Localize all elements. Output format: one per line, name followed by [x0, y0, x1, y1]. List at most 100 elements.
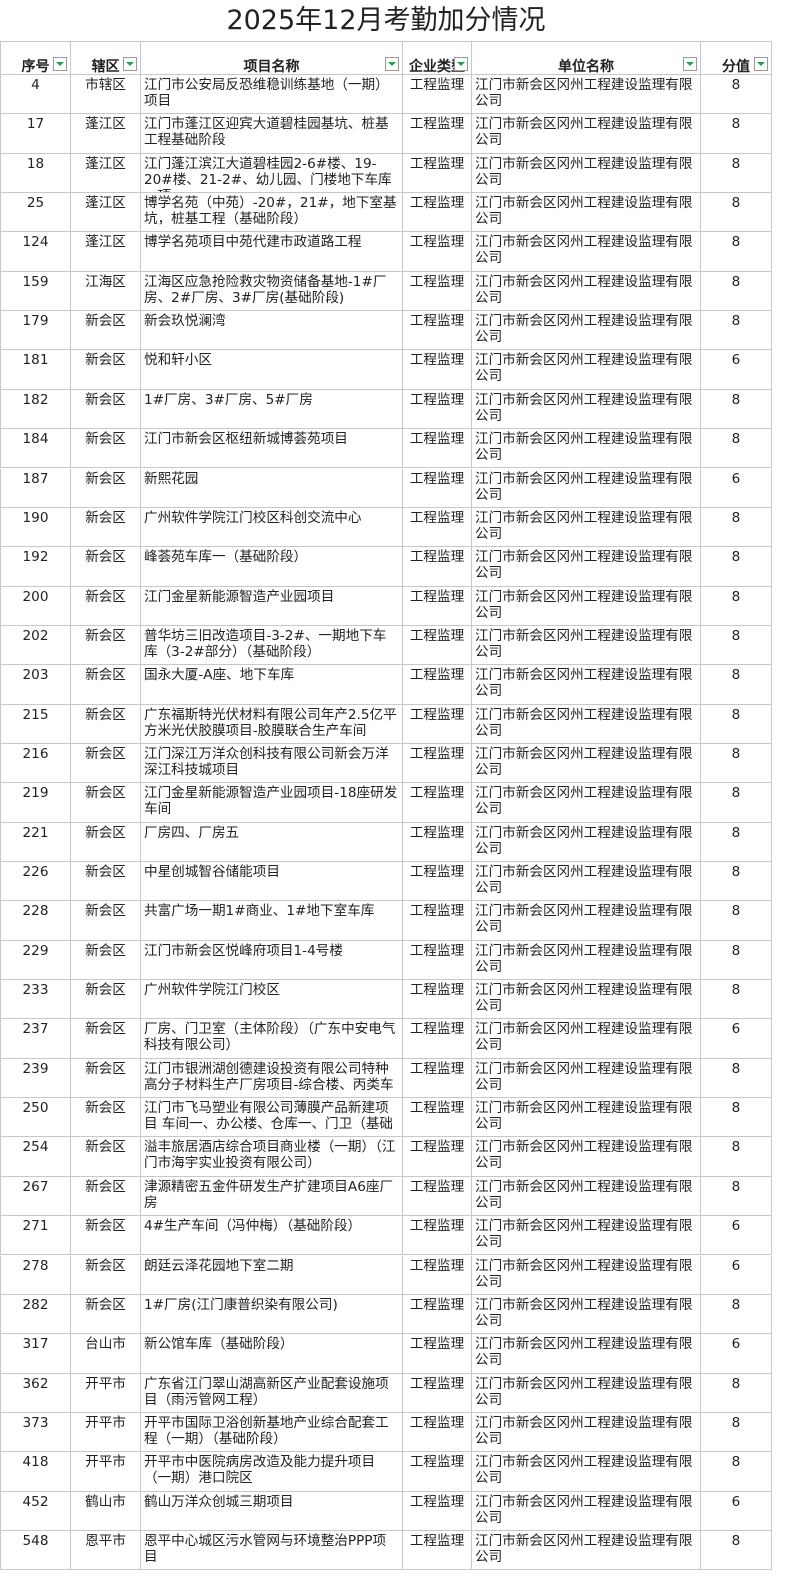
project-cell: 江门蓬江滨江大道碧桂园2-6#楼、19-20#楼、21-2#、幼儿园、门楼地下车…: [141, 153, 403, 194]
serial-cell: 282: [0, 1294, 71, 1335]
serial-cell: 226: [0, 862, 71, 902]
project-cell: 广州软件学院江门校区: [141, 980, 403, 1020]
score-cell: 6: [701, 1019, 772, 1059]
district-cell: 市辖区: [71, 75, 141, 115]
district-cell: 新会区: [71, 901, 141, 941]
company-cell: 江门市新会区冈州工程建设监理有限公司: [472, 862, 701, 902]
district-cell: 新会区: [71, 507, 141, 548]
serial-cell: 187: [0, 468, 71, 508]
serial-cell: 18: [0, 153, 71, 194]
project-cell: 溢丰旅居酒店综合项目商业楼（一期）（江门市海宇实业投资有限公司）: [141, 1137, 403, 1177]
score-cell: 8: [701, 232, 772, 272]
company-cell: 江门市新会区冈州工程建设监理有限公司: [472, 665, 701, 705]
serial-cell: 219: [0, 783, 71, 823]
serial-cell: 278: [0, 1255, 71, 1295]
company-cell: 江门市新会区冈州工程建设监理有限公司: [472, 1491, 701, 1531]
project-cell: 厂房、门卫室（主体阶段）（广东中安电气科技有限公司）: [141, 1019, 403, 1059]
type-cell: 工程监理: [403, 940, 472, 981]
filter-button[interactable]: [53, 57, 67, 71]
district-cell: 新会区: [71, 1098, 141, 1138]
project-cell: 新会玖悦澜湾: [141, 311, 403, 351]
serial-cell: 221: [0, 822, 71, 862]
company-cell: 江门市新会区冈州工程建设监理有限公司: [472, 193, 701, 233]
project-cell: 朗廷云泽花园地下室二期: [141, 1255, 403, 1295]
score-cell: 8: [701, 547, 772, 587]
district-cell: 新会区: [71, 1019, 141, 1059]
company-cell: 江门市新会区冈州工程建设监理有限公司: [472, 1294, 701, 1335]
serial-cell: 233: [0, 980, 71, 1020]
score-cell: 8: [701, 311, 772, 351]
type-cell: 工程监理: [403, 783, 472, 823]
type-cell: 工程监理: [403, 350, 472, 390]
project-cell: 新公馆车库（基础阶段）: [141, 1334, 403, 1374]
project-cell: 1#厂房(江门康普织染有限公司): [141, 1294, 403, 1335]
score-cell: 8: [701, 75, 772, 115]
serial-cell: 373: [0, 1412, 71, 1453]
score-cell: 8: [701, 271, 772, 312]
project-cell: 4#生产车间（冯仲梅）（基础阶段）: [141, 1216, 403, 1256]
score-cell: 6: [701, 350, 772, 390]
type-cell: 工程监理: [403, 862, 472, 902]
district-cell: 开平市: [71, 1412, 141, 1453]
project-cell: 中星创城智谷储能项目: [141, 862, 403, 902]
serial-cell: 25: [0, 193, 71, 233]
serial-cell: 200: [0, 586, 71, 626]
type-cell: 工程监理: [403, 271, 472, 312]
district-cell: 新会区: [71, 1294, 141, 1335]
filter-button[interactable]: [454, 57, 468, 71]
type-cell: 工程监理: [403, 822, 472, 862]
project-cell: 峰荟苑车库一（基础阶段）: [141, 547, 403, 587]
type-cell: 工程监理: [403, 1216, 472, 1256]
serial-cell: 216: [0, 743, 71, 784]
type-cell: 工程监理: [403, 193, 472, 233]
score-cell: 6: [701, 1334, 772, 1374]
score-cell: 8: [701, 940, 772, 981]
project-cell: 江门市新会区枢纽新城博荟苑项目: [141, 429, 403, 469]
district-cell: 新会区: [71, 783, 141, 823]
filter-button[interactable]: [683, 57, 697, 71]
score-cell: 8: [701, 1452, 772, 1492]
company-cell: 江门市新会区冈州工程建设监理有限公司: [472, 822, 701, 862]
score-cell: 8: [701, 625, 772, 666]
column-header: 单位名称: [472, 41, 701, 75]
score-cell: 6: [701, 1255, 772, 1295]
score-cell: 6: [701, 1491, 772, 1531]
type-cell: 工程监理: [403, 625, 472, 666]
district-cell: 江海区: [71, 271, 141, 312]
district-cell: 开平市: [71, 1373, 141, 1413]
type-cell: 工程监理: [403, 311, 472, 351]
company-cell: 江门市新会区冈州工程建设监理有限公司: [472, 311, 701, 351]
type-cell: 工程监理: [403, 901, 472, 941]
score-cell: 8: [701, 1137, 772, 1177]
score-cell: 8: [701, 193, 772, 233]
company-cell: 江门市新会区冈州工程建设监理有限公司: [472, 783, 701, 823]
score-cell: 8: [701, 783, 772, 823]
project-cell: 江门市公安局反恐维稳训练基地（一期）项目: [141, 75, 403, 115]
district-cell: 新会区: [71, 468, 141, 508]
filter-button[interactable]: [123, 57, 137, 71]
project-cell: 江门金星新能源智造产业园项目-18座研发车间: [141, 783, 403, 823]
score-cell: 8: [701, 862, 772, 902]
company-cell: 江门市新会区冈州工程建设监理有限公司: [472, 1334, 701, 1374]
serial-cell: 4: [0, 75, 71, 115]
serial-cell: 184: [0, 429, 71, 469]
company-cell: 江门市新会区冈州工程建设监理有限公司: [472, 1452, 701, 1492]
company-cell: 江门市新会区冈州工程建设监理有限公司: [472, 1216, 701, 1256]
serial-cell: 190: [0, 507, 71, 548]
serial-cell: 124: [0, 232, 71, 272]
filter-button[interactable]: [385, 57, 399, 71]
district-cell: 新会区: [71, 665, 141, 705]
column-header: 企业类型: [403, 41, 472, 75]
type-cell: 工程监理: [403, 704, 472, 744]
district-cell: 新会区: [71, 1216, 141, 1256]
company-cell: 江门市新会区冈州工程建设监理有限公司: [472, 350, 701, 390]
project-cell: 津源精密五金件研发生产扩建项目A6座厂房: [141, 1176, 403, 1217]
district-cell: 新会区: [71, 547, 141, 587]
score-cell: 6: [701, 468, 772, 508]
company-cell: 江门市新会区冈州工程建设监理有限公司: [472, 743, 701, 784]
type-cell: 工程监理: [403, 114, 472, 154]
filter-button[interactable]: [754, 57, 768, 71]
district-cell: 新会区: [71, 586, 141, 626]
score-cell: 8: [701, 153, 772, 194]
